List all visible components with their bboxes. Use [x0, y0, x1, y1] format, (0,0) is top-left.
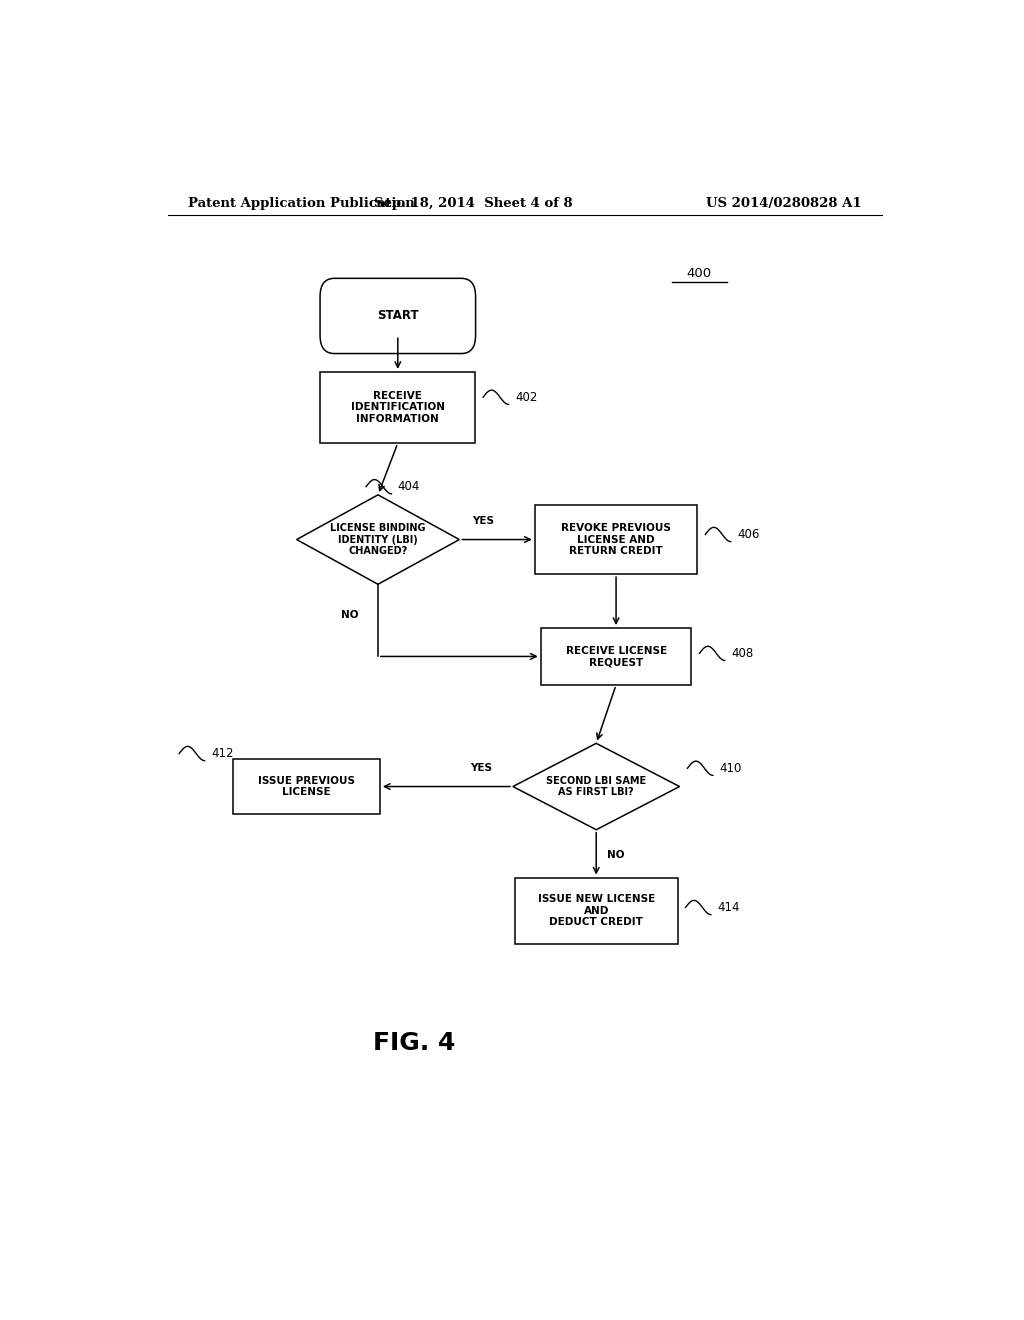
- FancyBboxPatch shape: [321, 372, 475, 444]
- Text: ISSUE NEW LICENSE
AND
DEDUCT CREDIT: ISSUE NEW LICENSE AND DEDUCT CREDIT: [538, 894, 655, 927]
- Text: RECEIVE LICENSE
REQUEST: RECEIVE LICENSE REQUEST: [565, 645, 667, 667]
- Text: YES: YES: [470, 763, 493, 774]
- Polygon shape: [297, 495, 460, 585]
- Text: RECEIVE
IDENTIFICATION
INFORMATION: RECEIVE IDENTIFICATION INFORMATION: [351, 391, 444, 424]
- FancyBboxPatch shape: [515, 878, 678, 944]
- Text: REVOKE PREVIOUS
LICENSE AND
RETURN CREDIT: REVOKE PREVIOUS LICENSE AND RETURN CREDI…: [561, 523, 671, 556]
- Text: YES: YES: [472, 516, 495, 527]
- Polygon shape: [513, 743, 680, 830]
- Text: 404: 404: [397, 480, 420, 494]
- FancyBboxPatch shape: [535, 506, 697, 574]
- Text: 408: 408: [731, 647, 754, 660]
- Text: 402: 402: [515, 391, 538, 404]
- FancyBboxPatch shape: [233, 759, 380, 814]
- Text: Patent Application Publication: Patent Application Publication: [187, 197, 415, 210]
- Text: Sep. 18, 2014  Sheet 4 of 8: Sep. 18, 2014 Sheet 4 of 8: [374, 197, 572, 210]
- Text: 410: 410: [719, 762, 741, 775]
- Text: 414: 414: [717, 902, 739, 913]
- Text: US 2014/0280828 A1: US 2014/0280828 A1: [707, 197, 862, 210]
- FancyBboxPatch shape: [541, 628, 691, 685]
- Text: 400: 400: [687, 268, 712, 280]
- Text: 412: 412: [211, 747, 233, 760]
- Text: START: START: [377, 309, 419, 322]
- Text: LICENSE BINDING
IDENTITY (LBI)
CHANGED?: LICENSE BINDING IDENTITY (LBI) CHANGED?: [330, 523, 426, 556]
- Text: SECOND LBI SAME
AS FIRST LBI?: SECOND LBI SAME AS FIRST LBI?: [546, 776, 646, 797]
- FancyBboxPatch shape: [321, 279, 475, 354]
- Text: NO: NO: [341, 610, 359, 620]
- Text: 406: 406: [737, 528, 760, 541]
- Text: ISSUE PREVIOUS
LICENSE: ISSUE PREVIOUS LICENSE: [258, 776, 355, 797]
- Text: NO: NO: [607, 850, 625, 861]
- Text: FIG. 4: FIG. 4: [373, 1031, 455, 1055]
